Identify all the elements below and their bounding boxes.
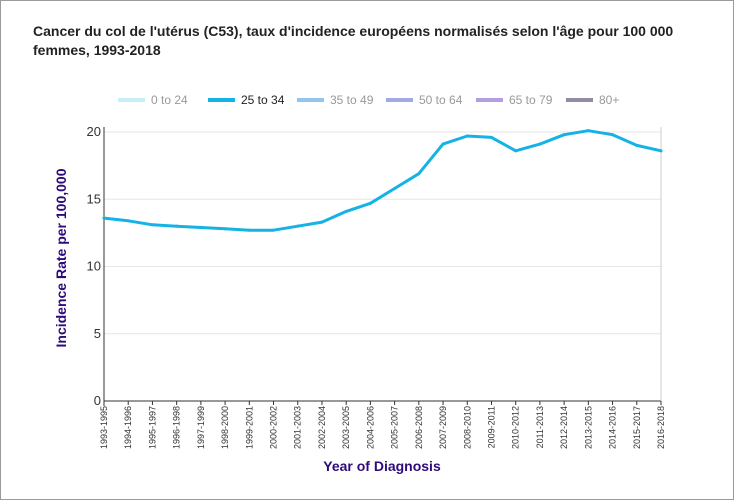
x-tick-label: 2015-2017 <box>632 406 642 449</box>
legend-label: 35 to 49 <box>330 93 374 107</box>
data-point <box>126 219 130 223</box>
data-point <box>344 209 348 213</box>
data-point <box>320 220 324 224</box>
legend-label: 80+ <box>599 93 619 107</box>
x-tick-label: 2001-2003 <box>293 406 303 449</box>
legend-item[interactable]: 0 to 24 <box>118 93 188 107</box>
x-tick-label: 1995-1997 <box>147 406 157 449</box>
legend-item[interactable]: 50 to 64 <box>386 93 463 107</box>
legend: 0 to 24 25 to 34 35 to 49 50 to 64 65 to 79 8… <box>118 93 619 107</box>
data-point <box>272 228 276 232</box>
data-point <box>635 143 639 147</box>
x-tick-label: 2016-2018 <box>656 406 666 449</box>
grid-lines <box>104 131 661 335</box>
y-tick-labels: 0 5 10 15 20 <box>87 124 101 408</box>
data-point <box>199 225 203 229</box>
x-tick-label: 1994-1996 <box>123 406 133 449</box>
data-point <box>441 142 445 146</box>
x-tick-label: 1996-1998 <box>172 406 182 449</box>
data-point <box>247 228 251 232</box>
data-point <box>538 142 542 146</box>
axes <box>103 127 662 406</box>
data-point <box>489 135 493 139</box>
data-point <box>659 149 663 153</box>
x-tick-label: 2005-2007 <box>390 406 400 449</box>
data-point <box>514 149 518 153</box>
y-tick-label: 15 <box>87 191 101 206</box>
y-tick-label: 20 <box>87 124 101 139</box>
x-tick-label: 1999-2001 <box>244 406 254 449</box>
series-line <box>102 129 663 232</box>
data-point <box>417 172 421 176</box>
x-tick-label: 2014-2016 <box>608 406 618 449</box>
legend-label: 0 to 24 <box>151 93 188 107</box>
x-tick-label: 2013-2015 <box>583 406 593 449</box>
legend-label: 65 to 79 <box>509 93 553 107</box>
legend-item[interactable]: 25 to 34 <box>208 93 285 107</box>
data-point <box>611 133 615 137</box>
legend-item[interactable]: 65 to 79 <box>476 93 553 107</box>
x-tick-label: 2006-2008 <box>414 406 424 449</box>
x-tick-label: 2000-2002 <box>269 406 279 449</box>
y-tick-label: 5 <box>94 326 101 341</box>
x-tick-label: 2011-2013 <box>535 406 545 448</box>
legend-label: 50 to 64 <box>419 93 463 107</box>
y-tick-label: 10 <box>87 259 101 274</box>
data-point <box>393 186 397 190</box>
x-tick-label: 2002-2004 <box>317 406 327 449</box>
x-tick-label: 1998-2000 <box>220 406 230 449</box>
data-point <box>562 133 566 137</box>
legend-label: 25 to 34 <box>241 93 285 107</box>
chart-title: Cancer du col de l'utérus (C53), taux d'… <box>33 23 674 58</box>
data-point <box>175 224 179 228</box>
y-tick-label: 0 <box>94 393 101 408</box>
x-tick-label: 2004-2006 <box>365 406 375 449</box>
data-point <box>368 201 372 205</box>
x-tick-label: 1997-1999 <box>196 406 206 449</box>
x-tick-label: 1993-1995 <box>99 406 109 449</box>
x-tick-label: 2003-2005 <box>341 406 351 449</box>
data-point <box>296 224 300 228</box>
x-tick-labels: 1993-1995 1994-1996 1995-1997 1996-1998 1997… <box>99 401 666 449</box>
data-point <box>223 227 227 231</box>
data-point <box>150 223 154 227</box>
data-point <box>102 216 106 220</box>
y-axis-title: Incidence Rate per 100,000 <box>53 168 69 347</box>
data-point <box>465 134 469 138</box>
x-axis-title: Year of Diagnosis <box>323 458 441 474</box>
legend-item[interactable]: 35 to 49 <box>297 93 374 107</box>
legend-item[interactable]: 80+ <box>566 93 619 107</box>
x-tick-label: 2010-2012 <box>511 406 521 449</box>
x-tick-label: 2012-2014 <box>559 406 569 449</box>
x-tick-label: 2007-2009 <box>438 406 448 449</box>
x-tick-label: 2009-2011 <box>486 406 496 448</box>
series-layer <box>102 129 663 232</box>
x-tick-label: 2008-2010 <box>462 406 472 449</box>
data-point <box>586 129 590 133</box>
